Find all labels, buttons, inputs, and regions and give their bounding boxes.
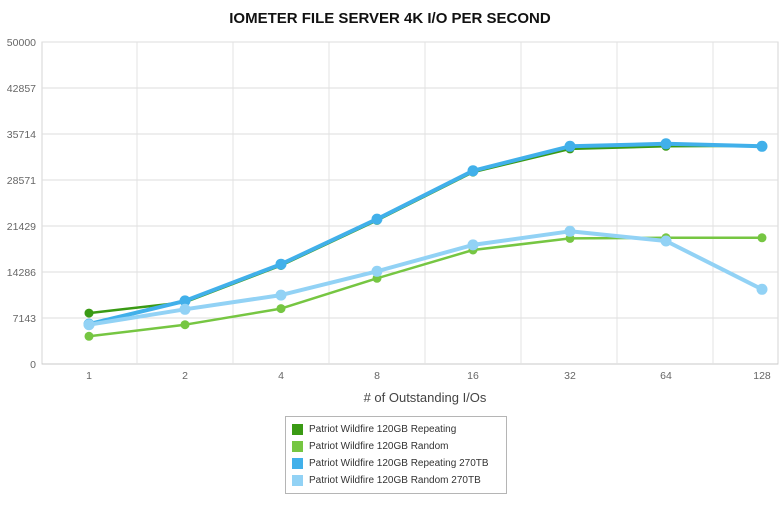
legend-label-random-270tb: Patriot Wildfire 120GB Random 270TB (309, 475, 481, 486)
data-point (83, 319, 95, 331)
gridlines (41, 41, 779, 365)
data-point (180, 320, 190, 330)
data-point (84, 308, 94, 318)
y-tick-label: 14286 (7, 267, 36, 279)
legend-item-random: Patriot Wildfire 120GB Random (292, 438, 500, 455)
x-tick-label: 2 (182, 370, 188, 382)
y-tick-label: 7143 (13, 313, 37, 325)
legend-label-repeating-270tb: Patriot Wildfire 120GB Repeating 270TB (309, 458, 489, 469)
data-point (756, 140, 768, 152)
chart-title: IOMETER FILE SERVER 4K I/O PER SECOND (229, 10, 551, 27)
legend-item-random-270tb: Patriot Wildfire 120GB Random 270TB (292, 472, 500, 489)
y-tick-label: 42857 (7, 83, 36, 95)
data-point (275, 258, 287, 270)
x-tick-label: 64 (660, 370, 672, 382)
x-tick-label: 32 (564, 370, 576, 382)
x-axis-title: # of Outstanding I/Os (364, 390, 487, 405)
data-point (276, 304, 286, 314)
legend-item-repeating: Patriot Wildfire 120GB Repeating (292, 421, 500, 438)
legend-item-repeating-270tb: Patriot Wildfire 120GB Repeating 270TB (292, 455, 500, 472)
data-point (467, 165, 479, 177)
y-tick-label: 28571 (7, 175, 36, 187)
x-axis-ticks: 1 2 4 8 16 32 64 128 (86, 370, 771, 382)
data-series (83, 138, 768, 341)
series-line (87, 141, 764, 327)
x-tick-label: 16 (467, 370, 479, 382)
data-point (275, 289, 287, 301)
x-tick-label: 8 (374, 370, 380, 382)
data-point (371, 265, 383, 277)
legend-swatch-repeating (292, 424, 303, 435)
data-point (756, 283, 768, 295)
data-point (757, 233, 767, 243)
data-point (564, 140, 576, 152)
y-tick-label: 50000 (7, 37, 36, 49)
data-point (84, 331, 94, 341)
x-tick-label: 1 (86, 370, 92, 382)
legend-swatch-random-270tb (292, 475, 303, 486)
series-line (87, 229, 764, 327)
y-tick-label: 0 (30, 359, 36, 371)
data-point (660, 235, 672, 247)
data-point (179, 295, 191, 307)
series-3 (83, 225, 768, 331)
legend-label-repeating: Patriot Wildfire 120GB Repeating (309, 424, 457, 435)
data-point (179, 303, 191, 315)
data-point (467, 239, 479, 251)
legend-swatch-random (292, 441, 303, 452)
data-point (660, 138, 672, 150)
legend: Patriot Wildfire 120GB Repeating Patriot… (285, 416, 507, 494)
y-axis-ticks: 0 7143 14286 21429 28571 35714 42857 50000 (7, 37, 36, 371)
data-point (564, 225, 576, 237)
x-tick-label: 128 (753, 370, 771, 382)
legend-label-random: Patriot Wildfire 120GB Random (309, 441, 449, 452)
y-tick-label: 21429 (7, 221, 36, 233)
data-point (371, 213, 383, 225)
x-tick-label: 4 (278, 370, 284, 382)
legend-swatch-repeating-270tb (292, 458, 303, 469)
y-tick-label: 35714 (7, 129, 36, 141)
